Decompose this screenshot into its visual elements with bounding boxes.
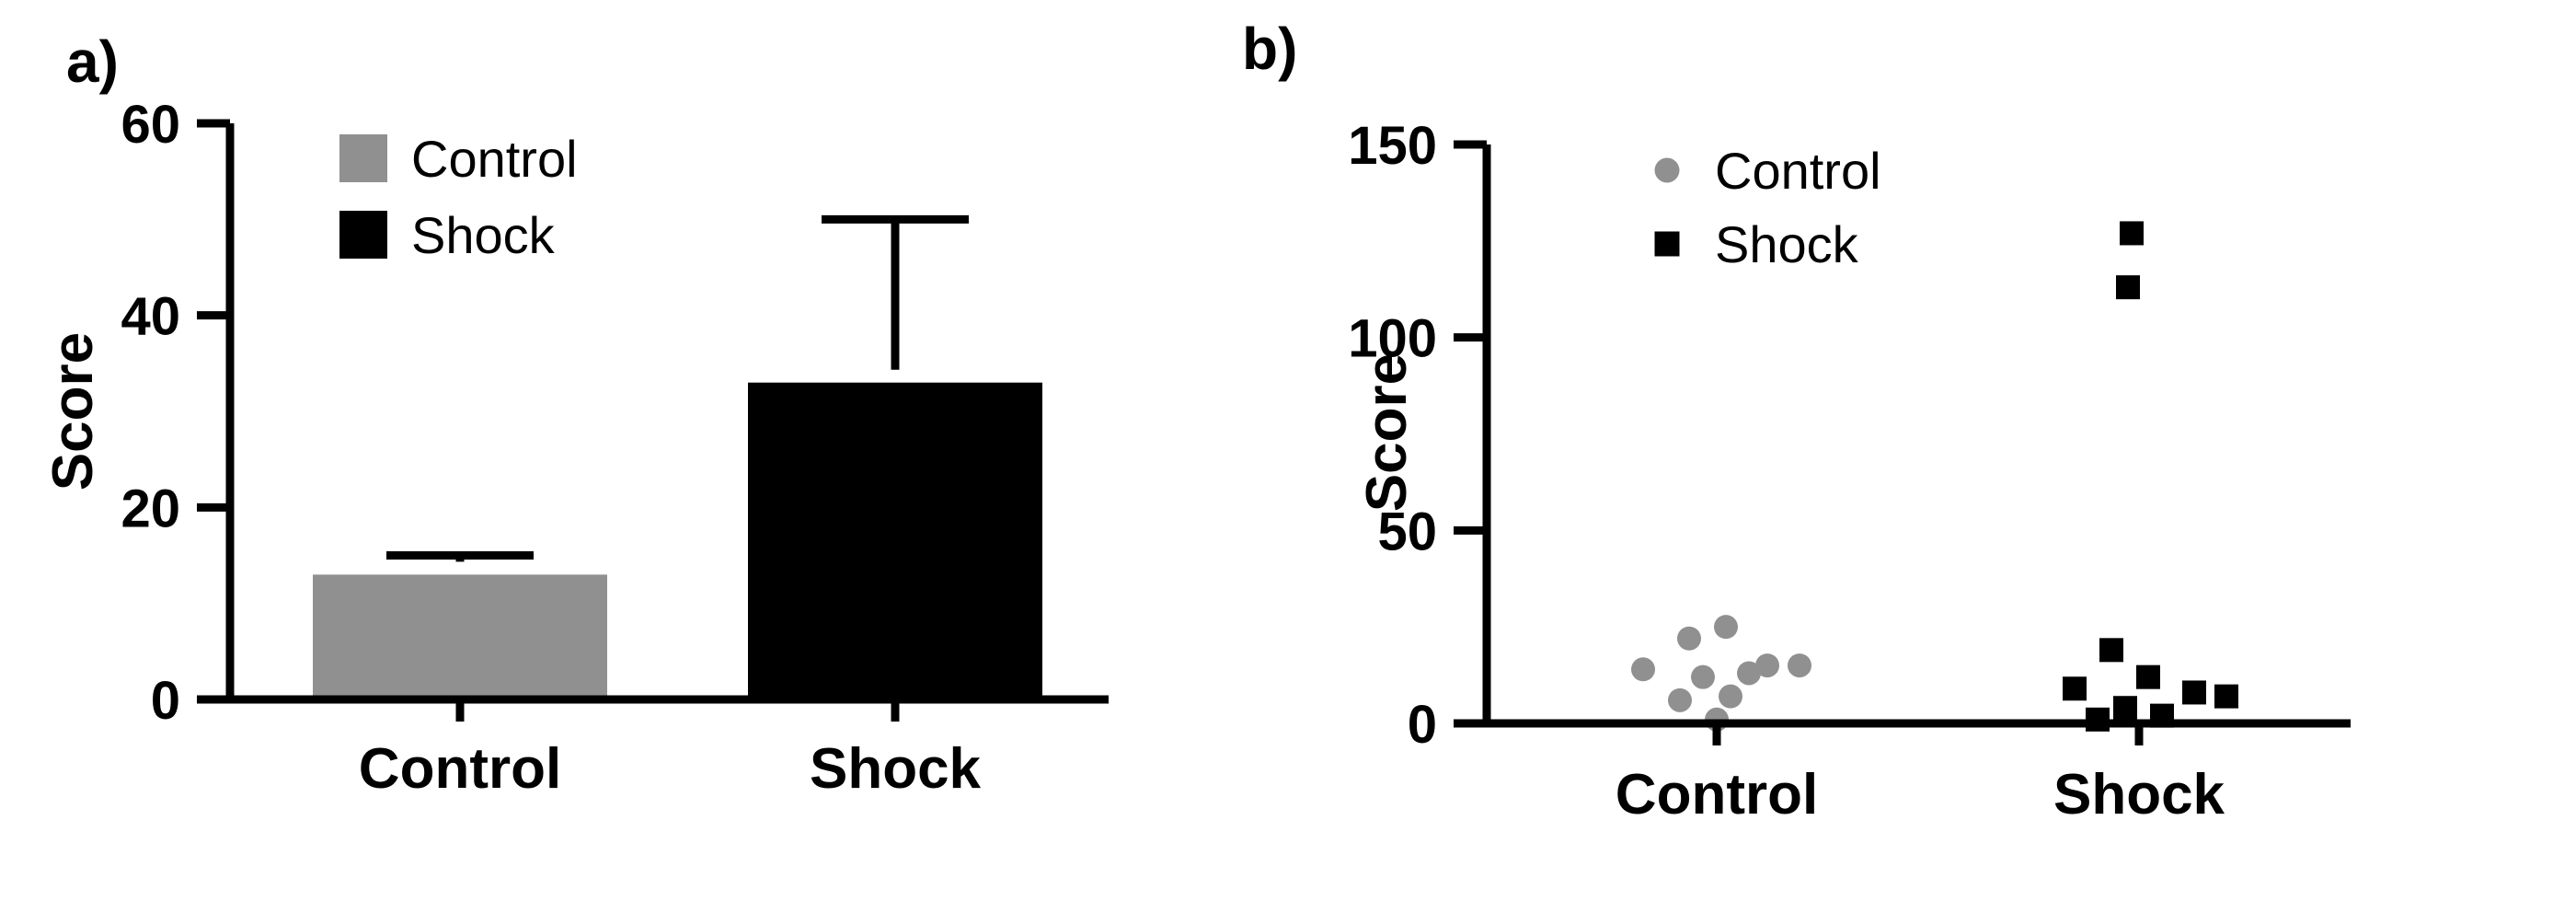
scatter-point-shock: [2063, 676, 2087, 701]
y-axis-label: Score: [1355, 353, 1419, 512]
legend-swatch-control: [1654, 157, 1680, 183]
scatter-point-control: [1755, 653, 1779, 678]
legend-label-shock: Shock: [411, 206, 556, 264]
bar-shock: [748, 382, 1042, 699]
legend-swatch-shock: [1654, 231, 1680, 257]
panel-a-label: a): [66, 29, 119, 95]
y-tick-label: 150: [1348, 116, 1437, 176]
legend-swatch-shock: [339, 211, 387, 259]
scatter-point-control: [1668, 687, 1692, 712]
category-label-control: Control: [359, 737, 561, 801]
scatter-point-shock: [2116, 275, 2140, 300]
y-axis-label: Score: [41, 332, 105, 491]
category-label-shock: Shock: [810, 737, 982, 801]
category-label-control: Control: [1616, 763, 1818, 826]
scatter-point-control: [1714, 615, 1738, 640]
scatter-point-control: [1677, 626, 1701, 651]
panel-b-label: b): [1242, 16, 1298, 82]
scatter-point-control: [1631, 657, 1655, 682]
scatter-point-shock: [2113, 696, 2137, 721]
scatter-point-shock: [2136, 664, 2160, 689]
y-tick-label: 50: [1377, 502, 1437, 561]
legend-label-control: Control: [411, 130, 578, 188]
scatter-point-control: [1737, 661, 1761, 686]
bar-control: [313, 574, 607, 699]
y-tick-label: 0: [1408, 695, 1437, 755]
legend-label-shock: Shock: [1715, 215, 1859, 273]
scatter-point-control: [1719, 684, 1742, 709]
scatter-point-shock: [2182, 680, 2206, 705]
scatter-point-shock: [2099, 638, 2123, 663]
y-tick-label: 60: [121, 95, 180, 155]
scatter-point-shock: [2120, 221, 2144, 246]
y-tick-label: 100: [1348, 309, 1437, 369]
y-tick-label: 40: [121, 287, 180, 347]
scatter-point-shock: [2214, 684, 2238, 709]
y-tick-label: 0: [151, 671, 180, 731]
legend-swatch-control: [339, 134, 387, 182]
category-label-shock: Shock: [2053, 763, 2225, 826]
scatter-point-control: [1788, 653, 1811, 678]
legend-label-control: Control: [1715, 142, 1881, 200]
scatter-point-control: [1691, 664, 1715, 689]
y-tick-label: 20: [121, 479, 180, 538]
